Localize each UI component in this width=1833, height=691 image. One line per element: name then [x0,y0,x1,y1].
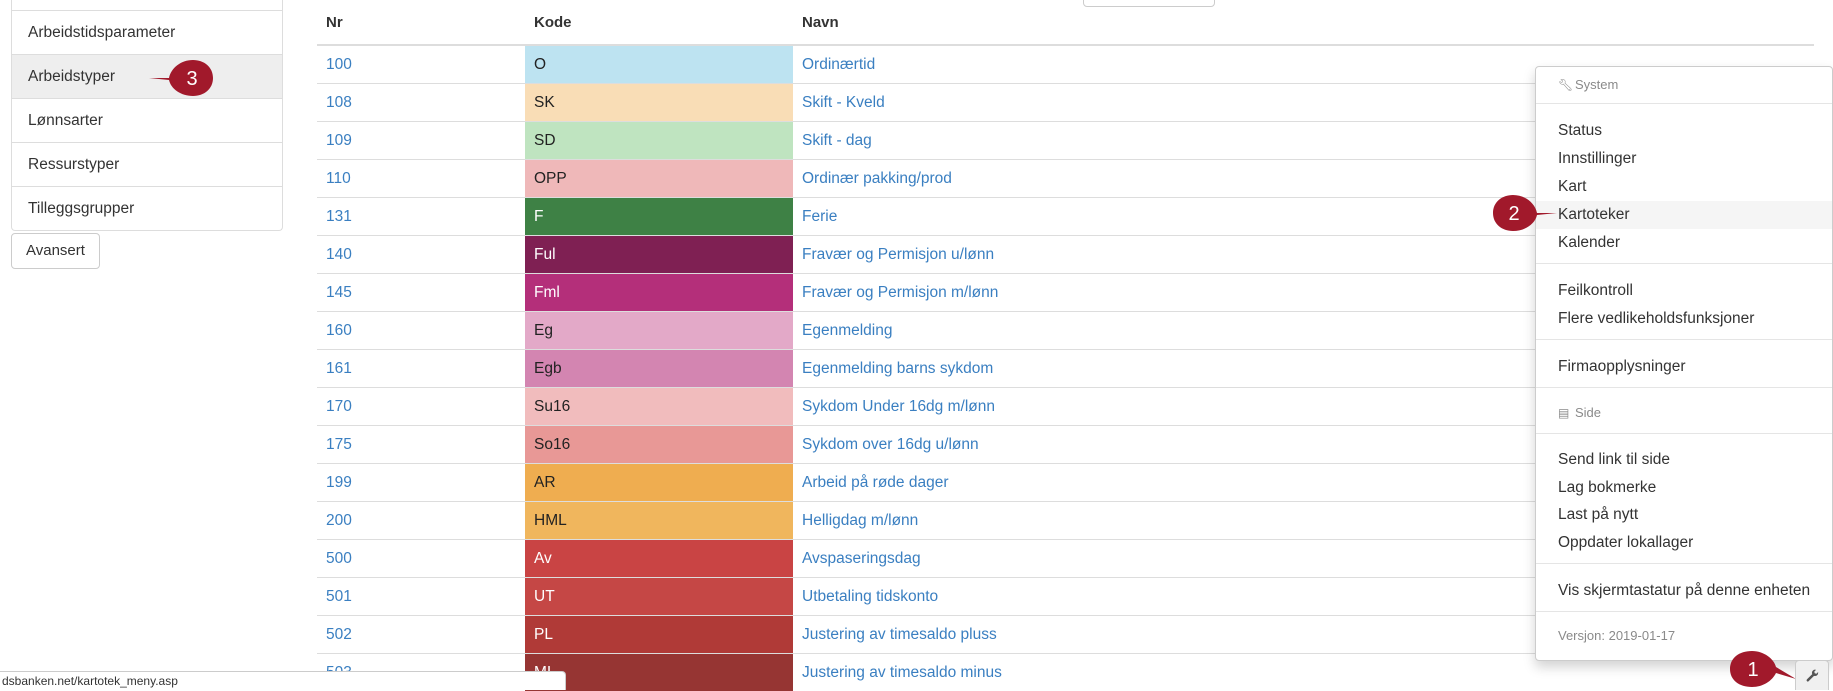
cell-kode: HML [525,502,793,540]
browser-status-url: dsbanken.net/kartotek_meny.asp [0,671,566,690]
column-header-kode: Kode [525,0,793,45]
menu-divider [1536,387,1832,388]
sidebar-list: Arbeidstidsparameter Arbeidstyper Lønnsa… [11,0,283,231]
cell-nr[interactable]: 199 [317,464,525,502]
cell-nr[interactable]: 500 [317,540,525,578]
cell-kode: So16 [525,426,793,464]
menu-divider [1536,433,1832,434]
cell-kode: O [525,45,793,84]
system-dropdown-menu: 🔧︎System Status Innstillinger Kart Karto… [1535,66,1833,661]
menu-item-last-pa-nytt[interactable]: Last på nytt [1536,501,1832,529]
cell-nr[interactable]: 145 [317,274,525,312]
callout-1-label: 1 [1747,659,1758,681]
version-label: Versjon: 2019-01-17 [1536,624,1832,648]
cell-nr[interactable]: 131 [317,198,525,236]
sidebar-item-lonnsarter[interactable]: Lønnsarter [12,99,282,143]
cell-nr[interactable]: 140 [317,236,525,274]
sidebar-item-arbeidstidsparameter[interactable]: Arbeidstidsparameter [12,11,282,55]
cell-kode: Su16 [525,388,793,426]
cell-kode: PL [525,616,793,654]
cell-nr[interactable]: 200 [317,502,525,540]
cell-kode: Eg [525,312,793,350]
cell-kode: SK [525,84,793,122]
wrench-icon: 🔧︎ [1558,73,1572,97]
menu-item-vis-skjermtastatur[interactable]: Vis skjermtastatur på denne enheten [1536,577,1832,605]
sidebar-item-tilleggsgrupper[interactable]: Tilleggsgrupper [12,187,282,230]
callout-3: 3 [145,58,217,98]
cell-nr[interactable]: 110 [317,160,525,198]
menu-header-system-label: System [1575,77,1618,92]
menu-item-oppdater-lokallager[interactable]: Oppdater lokallager [1536,529,1832,557]
menu-item-status[interactable]: Status [1536,117,1832,145]
sidebar: Arbeidstidsparameter Arbeidstyper Lønnsa… [11,0,283,231]
page-icon: ▤ [1558,401,1572,425]
cell-nr[interactable]: 175 [317,426,525,464]
menu-divider [1536,263,1832,264]
menu-divider [1536,611,1832,612]
cell-kode: Ful [525,236,793,274]
menu-divider [1536,103,1832,104]
menu-header-side: ▤Side [1536,401,1832,425]
menu-item-flere-vedlikeholdsfunksjoner[interactable]: Flere vedlikeholdsfunksjoner [1536,305,1832,333]
menu-item-send-link[interactable]: Send link til side [1536,446,1832,474]
menu-header-system: 🔧︎System [1536,73,1832,97]
cell-kode: UT [525,578,793,616]
advanced-button[interactable]: Avansert [11,233,100,269]
cell-kode: F [525,198,793,236]
menu-item-innstillinger[interactable]: Innstillinger [1536,145,1832,173]
cell-kode: OPP [525,160,793,198]
cell-nr[interactable]: 109 [317,122,525,160]
cell-kode: AR [525,464,793,502]
wrench-icon [1805,669,1819,683]
callout-3-label: 3 [186,68,197,90]
column-header-navn: Navn [793,0,1814,45]
cell-nr[interactable]: 161 [317,350,525,388]
cell-kode: Egb [525,350,793,388]
menu-divider [1536,563,1832,564]
callout-2-label: 2 [1508,203,1519,225]
cell-kode: Fml [525,274,793,312]
menu-item-kalender[interactable]: Kalender [1536,229,1832,257]
cell-nr[interactable]: 170 [317,388,525,426]
menu-item-kart[interactable]: Kart [1536,173,1832,201]
system-menu-button[interactable] [1795,660,1829,690]
cell-nr[interactable]: 108 [317,84,525,122]
cell-kode: SD [525,122,793,160]
menu-divider [1536,339,1832,340]
table-header-row: Nr Kode Navn [317,0,1814,45]
cell-nr[interactable]: 100 [317,45,525,84]
menu-item-feilkontroll[interactable]: Feilkontroll [1536,277,1832,305]
cell-nr[interactable]: 502 [317,616,525,654]
menu-item-kartoteker[interactable]: Kartoteker [1536,201,1832,229]
menu-header-side-label: Side [1575,405,1601,420]
menu-item-lag-bokmerke[interactable]: Lag bokmerke [1536,474,1832,502]
menu-item-firmaopplysninger[interactable]: Firmaopplysninger [1536,353,1832,381]
cell-nr[interactable]: 160 [317,312,525,350]
callout-1: 1 [1726,649,1798,689]
cell-nr[interactable]: 501 [317,578,525,616]
callout-2: 2 [1489,193,1561,233]
sidebar-item-ressurstyper[interactable]: Ressurstyper [12,143,282,187]
column-header-nr: Nr [317,0,525,45]
cell-kode: Av [525,540,793,578]
sidebar-list-top [12,0,282,11]
